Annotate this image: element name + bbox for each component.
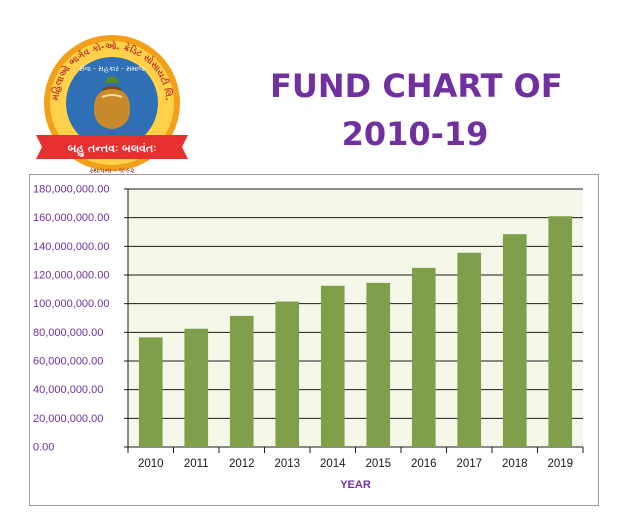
logo-sub-text: સેવા - સહકાર - સમાજ bbox=[79, 64, 145, 73]
bar-2010 bbox=[138, 337, 163, 447]
y-tick-label: 80,000,000.00 bbox=[33, 327, 103, 339]
x-tick-label: 2011 bbox=[184, 458, 209, 470]
bar-2015 bbox=[366, 282, 391, 447]
y-tick-label: 180,000,000.00 bbox=[33, 184, 109, 196]
logo-est-text: સ્થાપના - ૧૯૯૨ bbox=[90, 167, 135, 175]
x-tick-label: 2010 bbox=[138, 458, 164, 470]
bar-2019 bbox=[548, 216, 573, 447]
x-tick-label: 2014 bbox=[320, 458, 346, 470]
title-line-2: 2010-19 bbox=[341, 115, 489, 153]
bar-2013 bbox=[275, 301, 300, 447]
kalash-icon bbox=[94, 76, 130, 129]
bar-2014 bbox=[320, 285, 345, 447]
x-tick-label: 2016 bbox=[411, 458, 437, 470]
x-tick-label: 2018 bbox=[502, 458, 528, 470]
logo-ribbon: બહુ તન્તવઃ બલવંતઃ bbox=[36, 135, 188, 159]
chart-frame: 0.00 20,000,000.00 40,000,000.00 60,000,000… bbox=[29, 174, 599, 506]
y-tick-label: 20,000,000.00 bbox=[33, 413, 103, 425]
bar-2016 bbox=[411, 267, 436, 447]
y-tick-label: 40,000,000.00 bbox=[33, 384, 103, 396]
y-tick-label: 60,000,000.00 bbox=[33, 356, 103, 368]
x-tick-label: 2015 bbox=[365, 458, 391, 470]
title-line-1: FUND CHART OF bbox=[270, 67, 563, 105]
y-tick-label: 0.00 bbox=[33, 442, 54, 454]
y-tick-label: 140,000,000.00 bbox=[33, 241, 109, 253]
society-logo: મહિલાઓ ભાર્ગવ કો-ઓ. ક્રેડિટ સોસાયટી લિ. … bbox=[36, 35, 188, 175]
y-tick-label: 120,000,000.00 bbox=[33, 270, 109, 282]
x-tick-label: 2012 bbox=[229, 458, 255, 470]
bar-chart: 0.00 20,000,000.00 40,000,000.00 60,000,000… bbox=[33, 184, 584, 491]
bar-2012 bbox=[229, 315, 254, 447]
bar-2018 bbox=[502, 234, 527, 447]
x-tick-label: 2013 bbox=[274, 458, 300, 470]
x-tick-label: 2019 bbox=[547, 458, 573, 470]
y-tick-label: 160,000,000.00 bbox=[33, 212, 109, 224]
x-tick-label: 2017 bbox=[456, 458, 482, 470]
chart-title: FUND CHART OF 2010-19 bbox=[270, 62, 563, 158]
bar-2017 bbox=[457, 252, 482, 447]
x-axis-label: YEAR bbox=[340, 479, 371, 491]
bar-2011 bbox=[184, 328, 209, 447]
logo-motto: બહુ તન્તવઃ બલવંતઃ bbox=[68, 142, 157, 157]
y-tick-label: 100,000,000.00 bbox=[33, 298, 109, 310]
